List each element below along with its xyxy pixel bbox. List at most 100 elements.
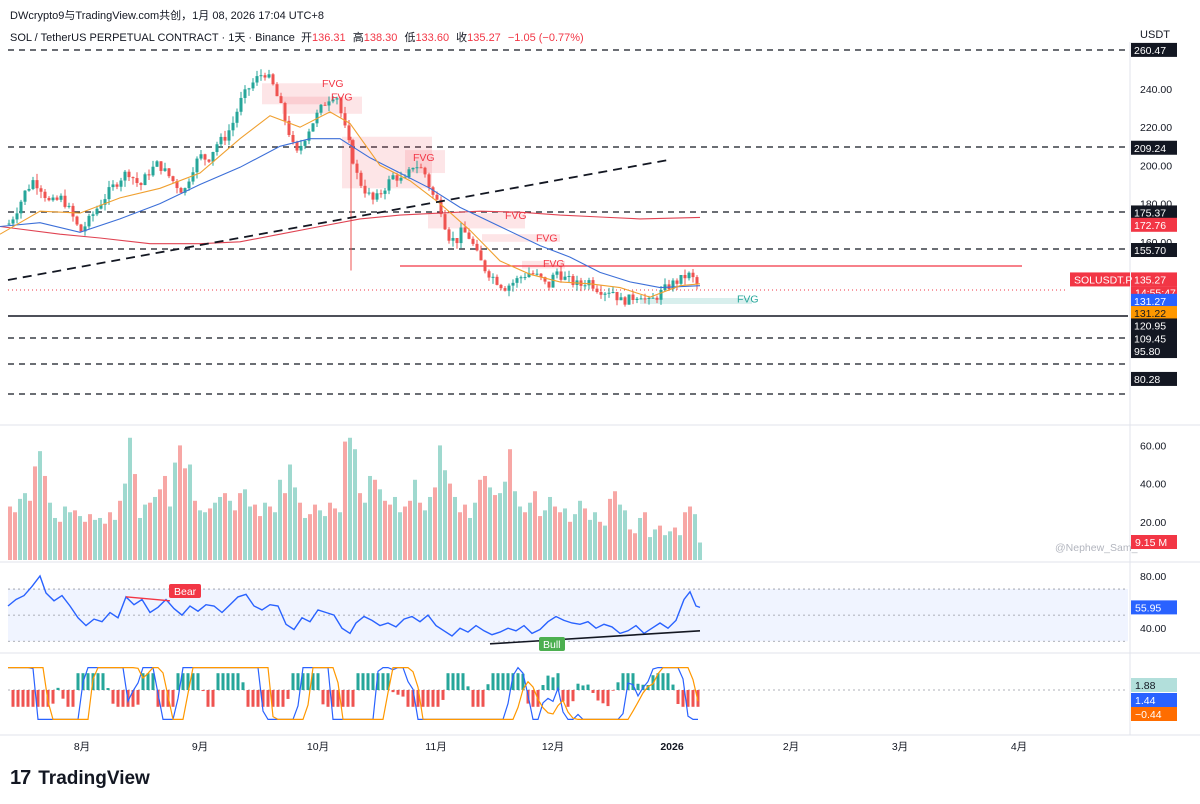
candle-body <box>387 179 391 191</box>
volume-bar <box>548 496 552 560</box>
macd-histogram-bar <box>486 684 490 690</box>
candle-body <box>367 192 371 194</box>
macd-histogram-bar <box>396 690 400 695</box>
volume-bar <box>603 525 607 560</box>
symbol-title[interactable]: SOL / TetherUS PERPETUAL CONTRACT · 1天 ·… <box>10 32 295 44</box>
candle-body <box>695 277 699 284</box>
macd-histogram-bar <box>556 673 560 690</box>
volume-bar <box>678 535 682 560</box>
volume-bar <box>43 475 47 560</box>
macd-histogram-bar <box>606 690 610 707</box>
price-label-95-80: 95.80 <box>1134 346 1160 358</box>
macd-histogram-bar <box>66 690 70 707</box>
macd-histogram-bar <box>426 690 430 707</box>
price-label-172-76: 172.76 <box>1134 220 1166 232</box>
candle-body <box>15 213 19 220</box>
macd-histogram-bar <box>326 690 330 707</box>
price-label-box <box>1131 318 1177 333</box>
volume-bar <box>328 502 332 560</box>
macd-histogram-bar <box>266 690 270 707</box>
candle-body <box>563 276 567 280</box>
candle-body <box>319 104 323 113</box>
macd-label-box <box>1131 707 1177 721</box>
macd-histogram-bar <box>501 673 505 690</box>
bear-divergence-line <box>125 596 171 602</box>
macd-histogram-bar <box>551 677 555 690</box>
macd-histogram-bar <box>371 673 375 690</box>
volume-bar <box>628 529 632 560</box>
volume-bar <box>143 504 147 560</box>
x-tick-0: 8月 <box>74 741 90 753</box>
candle-body <box>87 215 91 227</box>
macd-histogram-bar <box>276 690 280 707</box>
volume-bar <box>13 512 17 560</box>
candle-body <box>399 177 403 181</box>
volume-bar <box>683 512 687 560</box>
candle-body <box>267 74 271 78</box>
candle-body <box>59 195 63 200</box>
candle-body <box>271 74 275 85</box>
fvg-label: FVG <box>536 232 558 244</box>
candle-body <box>211 151 215 162</box>
volume-bar <box>608 498 612 560</box>
candle-body <box>627 294 631 305</box>
volume-bar <box>213 502 217 560</box>
volume-bar <box>8 506 12 560</box>
macd-histogram-bar <box>346 690 350 707</box>
candle-body <box>39 188 43 192</box>
volume-bar <box>223 493 227 560</box>
tradingview-wordmark: TradingView <box>38 767 150 789</box>
candle-body <box>199 154 203 159</box>
candle-body <box>11 219 15 224</box>
macd-histogram-bar <box>241 682 245 690</box>
candle-body <box>415 167 419 169</box>
candle-body <box>203 154 207 160</box>
volume-bar <box>698 542 702 560</box>
volume-bar <box>333 508 337 560</box>
macd-histogram-bar <box>186 673 190 690</box>
volume-bar <box>233 510 237 560</box>
candle-body <box>519 277 523 279</box>
candle-body <box>167 168 171 177</box>
macd-histogram-bar <box>251 690 255 707</box>
candle-body <box>459 227 463 244</box>
volume-bar <box>98 517 102 560</box>
volume-bar <box>543 510 547 560</box>
candle-body <box>527 273 531 278</box>
candle-body <box>503 288 507 291</box>
price-label-155-70: 155.70 <box>1134 245 1166 257</box>
candle-body <box>451 238 455 241</box>
macd-histogram-bar <box>341 690 345 707</box>
macd-histogram-bar <box>171 690 175 707</box>
macd-histogram-bar <box>246 690 250 707</box>
candle-body <box>595 288 599 293</box>
macd-histogram-bar <box>431 690 435 707</box>
candle-body <box>371 192 375 200</box>
candle-body <box>35 180 39 189</box>
macd-histogram-bar <box>26 690 30 707</box>
macd-histogram-bar <box>366 673 370 690</box>
volume-bar <box>393 496 397 560</box>
macd-histogram-bar <box>391 690 395 693</box>
volume-bar <box>73 510 77 560</box>
volume-bar <box>173 462 177 560</box>
volume-bar <box>463 504 467 560</box>
macd-histogram-bar <box>296 673 300 690</box>
candle-body <box>507 285 511 291</box>
candle-body <box>495 276 499 285</box>
volume-bar <box>583 508 587 560</box>
candle-body <box>279 96 283 103</box>
volume-bar <box>538 516 542 560</box>
candle-body <box>479 250 483 261</box>
candle-body <box>23 190 27 202</box>
volume-bar <box>258 516 262 560</box>
volume-bar <box>158 489 162 560</box>
candle-body <box>643 298 647 300</box>
macd-histogram-bar <box>546 675 550 690</box>
candle-body <box>43 191 47 198</box>
bull-divergence-line <box>489 630 701 645</box>
candle-body <box>179 188 183 193</box>
x-tick-6: 2月 <box>783 741 799 753</box>
candle-body <box>531 273 535 275</box>
